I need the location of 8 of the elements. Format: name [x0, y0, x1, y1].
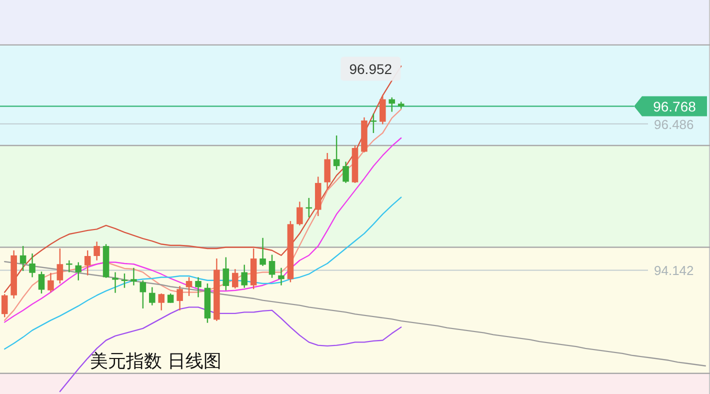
y-tick-label: 94.142 [654, 263, 694, 278]
line-series [59, 306, 402, 392]
y-tick-label: 96.486 [654, 116, 694, 132]
line-series [4, 66, 402, 293]
annotation: 96.952 [349, 60, 392, 77]
text: 美元指数 日线图 [90, 351, 222, 372]
ref-line-label: 96.768 [653, 98, 696, 114]
line-series [4, 196, 402, 350]
